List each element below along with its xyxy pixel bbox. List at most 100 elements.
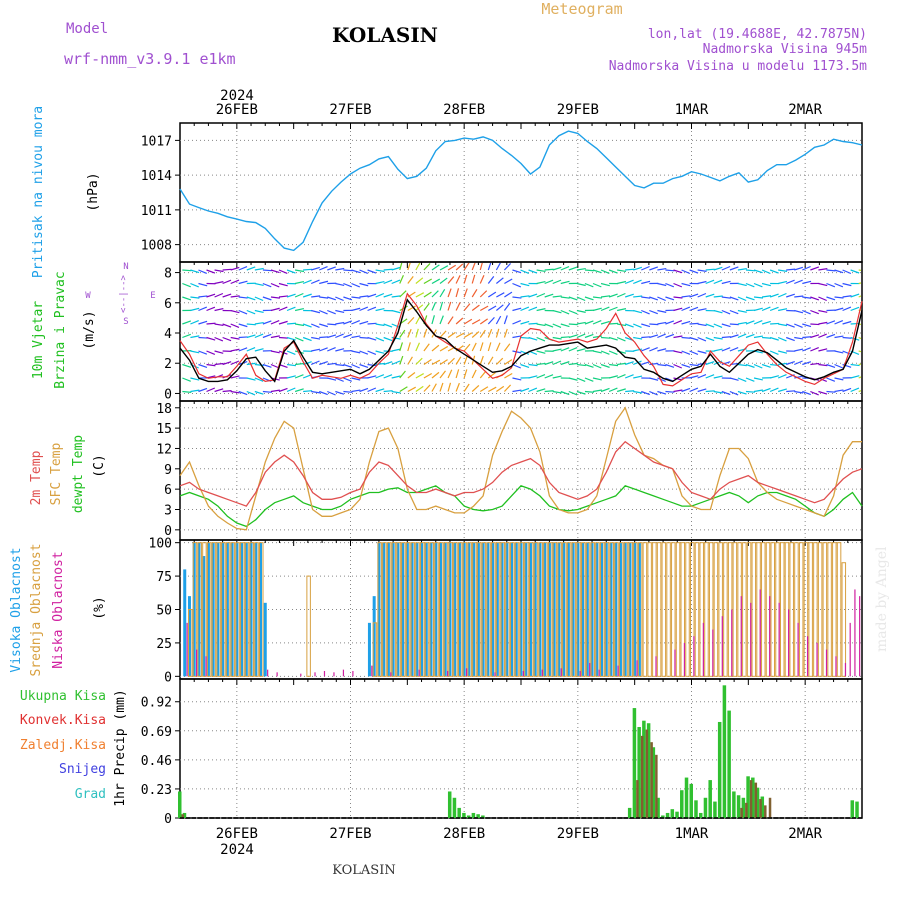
precip-total-bar xyxy=(704,798,708,818)
wind-barb xyxy=(303,280,311,283)
y-tick-label: 1011 xyxy=(141,204,172,219)
wind-barb xyxy=(239,348,247,351)
wind-barb xyxy=(690,365,699,366)
wind-barb xyxy=(521,388,529,391)
wind-barb xyxy=(392,349,401,351)
wind-barb xyxy=(561,297,570,298)
wind-barb xyxy=(416,316,420,324)
wind-barb xyxy=(384,391,393,392)
wind-barb xyxy=(335,311,344,313)
wind-barb xyxy=(311,392,320,393)
wind-barb xyxy=(843,284,852,286)
wind-barb xyxy=(368,294,377,297)
wind-barb xyxy=(376,389,385,392)
wind-barb xyxy=(295,309,304,311)
wind-barb xyxy=(351,336,360,338)
wind-barb xyxy=(714,392,723,394)
cloud-mid-bar xyxy=(307,576,311,676)
legend-hail: Grad xyxy=(75,787,106,802)
wind-barb xyxy=(786,338,794,341)
wind-barb xyxy=(577,365,586,366)
y-tick-label: 0.23 xyxy=(141,783,172,798)
day-label-top: 29FEB xyxy=(557,102,599,118)
wind-barb xyxy=(786,324,794,327)
wind-barb xyxy=(384,280,392,283)
wind-barb xyxy=(826,270,835,271)
wind-barb xyxy=(770,388,778,391)
cloud-low-bar xyxy=(731,610,732,677)
wind-barb xyxy=(698,270,707,271)
wind-barb xyxy=(480,330,485,337)
y-tick-label: 1008 xyxy=(141,239,172,254)
wind-barb xyxy=(529,323,538,324)
precip-total-bar xyxy=(723,685,727,818)
wind-barb xyxy=(835,390,844,392)
cloud-low-bar xyxy=(845,663,846,676)
wind-barb xyxy=(335,365,344,366)
wind-barb xyxy=(585,392,594,393)
wind-barb xyxy=(593,351,602,353)
wind-barb xyxy=(376,282,385,284)
wind-barb xyxy=(690,323,699,324)
wind-barb xyxy=(416,343,420,351)
wind-barb xyxy=(633,311,642,313)
wind-barb xyxy=(271,390,280,391)
wind-barb xyxy=(553,296,562,297)
wind-barb xyxy=(480,319,487,324)
cloud-label-3: Niska Oblacnost xyxy=(51,551,66,668)
wind-barb xyxy=(215,309,224,311)
wind-barb xyxy=(504,315,507,324)
wind-barb xyxy=(746,392,755,393)
cloud-low-bar xyxy=(390,672,391,676)
wind-barb xyxy=(287,351,295,354)
wind-barb xyxy=(335,297,343,301)
wind-barb xyxy=(818,392,827,395)
station-elevation: Nadmorska Visina 945m xyxy=(703,42,868,57)
wind-barb xyxy=(682,365,691,368)
cloud-low-bar xyxy=(352,671,353,676)
wind-barb xyxy=(690,307,698,310)
wind-barb xyxy=(295,270,304,272)
wind-barb xyxy=(561,281,570,283)
wind-barb xyxy=(762,296,771,297)
wind-barb xyxy=(738,269,747,270)
wind-barb xyxy=(480,306,488,310)
wind-barb xyxy=(762,321,771,324)
cloud-mid-bar xyxy=(705,543,709,677)
wind-barb xyxy=(480,291,486,297)
wind-barb xyxy=(738,297,746,301)
wind-barb xyxy=(440,289,445,297)
wind-barb xyxy=(488,317,494,324)
wind-barb xyxy=(440,346,448,351)
wind-barb xyxy=(504,373,512,378)
wind-barb xyxy=(545,294,554,297)
temp-label-1: 2m Temp xyxy=(29,450,44,505)
y-tick-label: 6 xyxy=(164,297,172,312)
wind-barb xyxy=(432,345,439,351)
wind-barb xyxy=(843,338,852,339)
wind-barb xyxy=(190,297,199,298)
y-tick-label: 0 xyxy=(164,812,172,827)
wind-barb xyxy=(512,390,521,391)
wind-barb xyxy=(456,318,463,324)
precip-total-bar xyxy=(472,813,476,818)
wind-barb xyxy=(843,321,852,324)
wind-barb xyxy=(794,349,803,351)
y-tick-label: 25 xyxy=(156,637,172,652)
wind-barb xyxy=(190,390,199,391)
precip-total-bar xyxy=(718,722,722,818)
wind-barb xyxy=(359,338,368,339)
wind-barb xyxy=(754,365,762,369)
cloud-low-bar xyxy=(187,623,188,676)
cloud-low-bar xyxy=(542,670,543,677)
wind-barb xyxy=(456,383,459,391)
wind-barb xyxy=(593,284,601,287)
wind-barb xyxy=(359,296,368,297)
wind-barb xyxy=(617,389,626,392)
wind-barb xyxy=(504,385,510,392)
wind-barb xyxy=(432,291,438,297)
wind-barb xyxy=(553,324,561,327)
wind-barb xyxy=(327,324,336,325)
wind-barb xyxy=(247,348,255,351)
cloud-low-bar xyxy=(523,671,524,676)
